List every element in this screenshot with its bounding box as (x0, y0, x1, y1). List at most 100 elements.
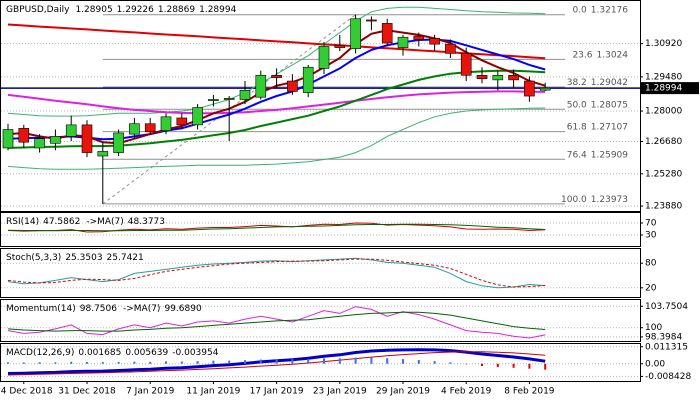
histogram-bar (402, 359, 404, 364)
fib-label: 50.0 1.28075 (567, 100, 628, 110)
histogram-bar (196, 361, 199, 364)
indicator-header: MACD(12,26,9) 0.001685 0.005639 -0.003954 (6, 348, 219, 358)
price-label: 1.28994 (645, 84, 682, 94)
fib-level-name: 61.8 (567, 122, 587, 132)
candle-body (34, 138, 45, 149)
candle-body (350, 18, 361, 50)
indicator-header: Stoch(5,3,3) 25.3503 25.7421 (6, 253, 144, 263)
y-tick-label: 1.26680 (645, 137, 682, 147)
pane-frame (0, 248, 641, 298)
y-tick-label: 0.00 (645, 359, 665, 369)
candle-body (445, 43, 456, 54)
candle-body (144, 123, 156, 133)
candle-body (539, 87, 551, 91)
candle-body (318, 46, 330, 69)
y-tick-label: 80 (645, 259, 657, 269)
candle-body (508, 74, 519, 81)
candle-body (97, 151, 109, 157)
histogram-bar (354, 357, 357, 364)
candle-body (429, 38, 440, 45)
indicator-header: RSI(14) 47.5862 ->MA(7) 48.3773 (6, 217, 165, 227)
indicator-name: ->MA(7) (86, 217, 123, 227)
indicator-value: 47.5862 (43, 217, 80, 227)
candle-body (255, 74, 267, 98)
candle-body (2, 129, 14, 149)
y-tick-label: 103.7504 (645, 302, 688, 312)
fib-price: 1.25909 (591, 150, 628, 160)
histogram-bar (86, 361, 88, 364)
histogram-bar (275, 359, 278, 364)
candle-body (287, 80, 298, 92)
candle-body (113, 132, 124, 153)
histogram-bar (433, 361, 436, 364)
y-tick-label: 1.23880 (645, 202, 682, 212)
fib-label: 38.2 1.29042 (567, 77, 628, 87)
histogram-bar (38, 362, 41, 364)
y-tick-label: 100 (645, 323, 662, 333)
candle-body (476, 74, 488, 80)
histogram-bar (370, 357, 373, 364)
x-tick-label: 8 Feb 2019 (504, 387, 555, 397)
candle-body (129, 123, 140, 135)
fib-label: 76.4 1.25909 (567, 150, 629, 160)
histogram-bar (417, 360, 420, 364)
series-line (7, 38, 546, 141)
histogram-bar (133, 361, 136, 364)
y-tick-label: 1.28000 (645, 107, 682, 117)
high-value: 1.29226 (117, 5, 154, 15)
histogram-bar (496, 363, 499, 368)
histogram-bar (528, 363, 531, 369)
indicator-header: Momentum(14) 98.7506 ->MA(7) 99.6890 (6, 304, 202, 314)
pane-frame (0, 212, 641, 247)
histogram-bar (244, 360, 246, 364)
candle-body (18, 128, 30, 143)
candle-body (65, 124, 77, 137)
series-line (7, 306, 546, 339)
indicator-value: 0.005639 (125, 348, 168, 358)
histogram-bar (465, 363, 468, 365)
x-tick-label: 24 Dec 2018 (0, 387, 53, 397)
fib-level-name: 23.6 (572, 50, 592, 60)
series-line (7, 311, 546, 332)
fib-price: 1.28075 (591, 100, 628, 110)
series-line (7, 257, 546, 289)
y-tick-label: 98.3984 (645, 332, 682, 342)
indicator-name: MACD(12,26,9) (6, 348, 74, 358)
fib-price: 1.23973 (591, 194, 628, 204)
candle-body (381, 23, 393, 44)
histogram-bar (180, 361, 183, 364)
fib-level-name: 0.0 (572, 5, 587, 15)
close-value: 1.28994 (199, 5, 236, 15)
histogram-bar (481, 363, 483, 366)
indicator-value: 0.001685 (78, 348, 121, 358)
indicator-name: ->MA(7) (123, 304, 160, 314)
fib-level-name: 50.0 (567, 100, 587, 110)
fib-price: 1.32176 (591, 5, 628, 15)
candle-body (239, 89, 251, 100)
fib-price: 1.3024 (597, 50, 629, 60)
histogram-bar (291, 359, 294, 364)
histogram-bar (149, 361, 152, 364)
histogram-bar (7, 362, 9, 364)
histogram-bar (70, 361, 73, 364)
histogram-bar (259, 359, 262, 364)
series-line (7, 258, 546, 288)
histogram-bar (449, 362, 452, 364)
histogram-bar (544, 363, 547, 370)
histogram-bar (307, 358, 310, 364)
low-value: 1.28869 (158, 5, 195, 15)
candle-body (50, 136, 61, 144)
histogram-bar (165, 361, 167, 364)
histogram-bar (323, 358, 325, 364)
fib-price: 1.29042 (591, 77, 628, 87)
histogram-bar (386, 358, 389, 364)
y-tick-label: 70 (645, 219, 657, 229)
histogram-bar (117, 361, 120, 364)
open-value: 1.28905 (75, 5, 112, 15)
candle-body (460, 53, 472, 76)
x-tick-label: 4 Feb 2019 (441, 387, 492, 397)
indicator-name: RSI(14) (6, 217, 39, 227)
y-tick-label: 1.30920 (645, 39, 682, 49)
